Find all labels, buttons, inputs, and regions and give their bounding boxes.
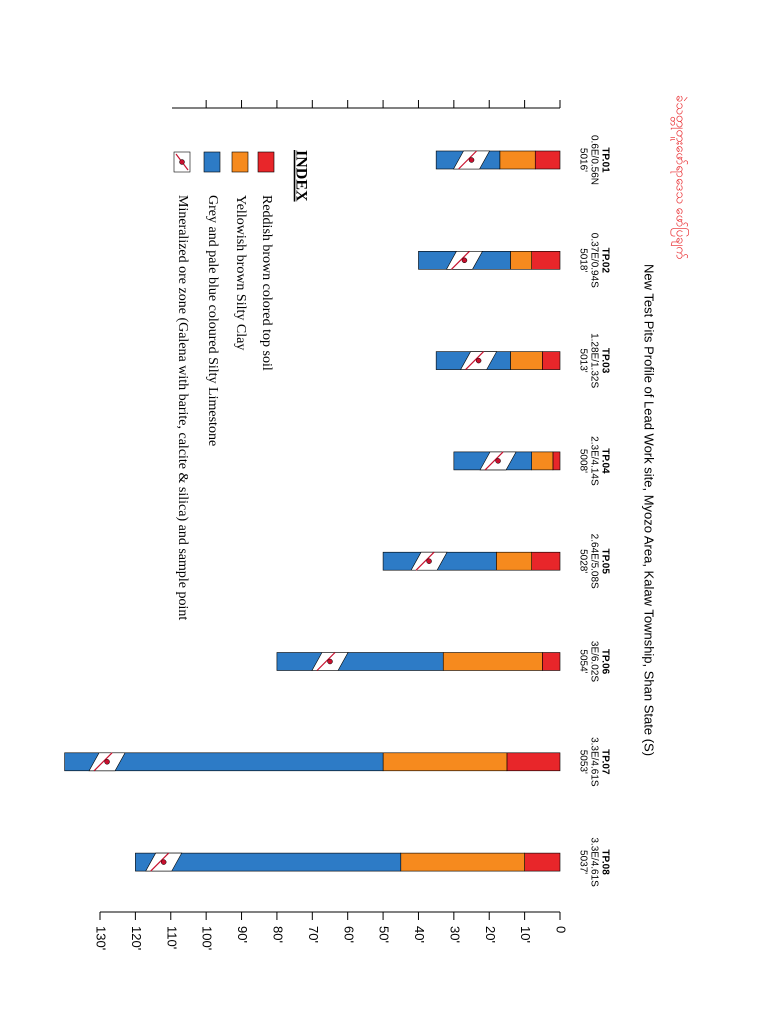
pit-label: TP.03	[599, 348, 610, 374]
bar-segment	[531, 451, 554, 471]
ore-zone	[410, 551, 448, 571]
pit-elevation: 5028'	[577, 549, 588, 573]
bar-segment	[531, 251, 561, 270]
tick-label: 100'	[200, 926, 215, 950]
legend-ore	[173, 151, 191, 173]
legend-label: Grey and pale blue coloured Silty Limest…	[205, 195, 220, 446]
bar-segment	[510, 351, 543, 370]
ore-zone	[479, 451, 517, 471]
tick-label: 60'	[341, 926, 356, 943]
ore-hatch	[93, 752, 113, 772]
tick-label: 50'	[377, 926, 392, 943]
pit-coordinates: 0.6E/0.56N	[588, 135, 599, 185]
legend-label: Yellowish brown Silty Clay	[233, 195, 248, 350]
legend-label: Reddish brown colored top soil	[259, 195, 274, 371]
pit-elevation: 5053'	[577, 750, 588, 774]
bar-segment	[382, 752, 508, 772]
legend-title: INDEX	[292, 150, 309, 202]
bar-segment	[510, 251, 532, 270]
chart-subtitle: ခဲသတ္တုတူးဖော်ရာဒေသ ဖော်ပြချက်	[671, 95, 690, 259]
pit-coordinates: 2.3E/4.14S	[588, 436, 599, 486]
ore-zone	[460, 351, 498, 371]
bar-segment	[524, 852, 561, 872]
ore-hatch	[465, 351, 485, 371]
tick-label: 70'	[306, 926, 321, 943]
ore-hatch	[150, 852, 170, 872]
ore-point	[468, 157, 475, 163]
tick-label: 40'	[412, 926, 427, 943]
bar-segment	[506, 752, 561, 772]
tick-label: 130'	[94, 926, 109, 950]
ore-point	[461, 257, 468, 264]
tick-label: 120'	[129, 926, 144, 950]
ore-zone	[145, 852, 183, 872]
ore-hatch	[415, 551, 435, 571]
bar-segment	[496, 551, 532, 571]
legend-label: Mineralized ore zone (Galena with barite…	[175, 195, 190, 620]
pit-coordinates: 1.28E/1.32S	[588, 333, 599, 388]
ore-point	[327, 658, 333, 665]
tick-label: 90'	[235, 926, 250, 943]
tick-label: 110'	[164, 926, 179, 949]
pit-label: TP.04	[599, 448, 610, 474]
bar-segment	[531, 551, 561, 571]
pit-label: TP.02	[599, 248, 610, 274]
pit-label: TP.05	[599, 549, 610, 575]
pit-coordinates: 0.37E/0.94S	[588, 233, 599, 288]
pit-label: TP.01	[599, 147, 610, 173]
tick-label: 80'	[270, 926, 285, 943]
pit-elevation: 5054'	[577, 649, 588, 673]
ore-point	[475, 357, 482, 364]
ore-hatch	[451, 250, 470, 270]
bar-segment	[276, 652, 444, 671]
bar-segment	[534, 150, 561, 170]
pit-label: TP.07	[599, 749, 610, 775]
pit-coordinates: 3.3E/4.61S	[588, 737, 599, 787]
bar-segment	[442, 652, 543, 671]
legend-swatch	[203, 151, 221, 173]
pit-label: TP.06	[599, 649, 610, 675]
pit-elevation: 5016'	[577, 148, 588, 172]
pit-elevation: 5018'	[577, 248, 588, 272]
ore-zone	[445, 250, 483, 270]
ore-hatch	[484, 451, 504, 471]
tick-label: 10'	[518, 926, 533, 943]
ore-point	[104, 759, 110, 765]
bar-segment	[64, 752, 384, 772]
pit-label: TP.08	[599, 849, 610, 875]
bar-segment	[552, 451, 561, 471]
bar-segment	[542, 652, 561, 671]
tick-label: 0	[554, 926, 569, 933]
tick-label: 30'	[447, 926, 462, 943]
bar-segment	[400, 852, 525, 872]
ore-hatch	[316, 652, 336, 671]
tick-label: 20'	[483, 926, 498, 943]
pit-elevation: 5037'	[577, 850, 588, 874]
ore-point	[426, 558, 432, 564]
ore-point	[179, 159, 185, 165]
legend-swatch	[231, 151, 249, 173]
pit-elevation: 5008'	[577, 449, 588, 473]
pit-elevation: 5013'	[577, 349, 588, 373]
pit-coordinates: 3.3E/4.61S	[588, 837, 599, 887]
ore-zone	[88, 752, 126, 772]
bar-segment	[135, 852, 402, 872]
ore-zone	[453, 150, 491, 170]
ore-zone	[311, 652, 349, 671]
pit-coordinates: 3E/6.02S	[588, 641, 599, 682]
ore-point	[495, 458, 501, 464]
ore-hatch	[458, 150, 477, 170]
chart-title: New Test Pits Profile of Lead Work site,…	[642, 264, 657, 756]
pit-coordinates: 2.64E/5.08S	[588, 534, 599, 589]
bar-segment	[499, 150, 536, 170]
ore-point	[160, 859, 167, 865]
legend-swatch	[257, 151, 275, 173]
bar-segment	[542, 351, 561, 370]
